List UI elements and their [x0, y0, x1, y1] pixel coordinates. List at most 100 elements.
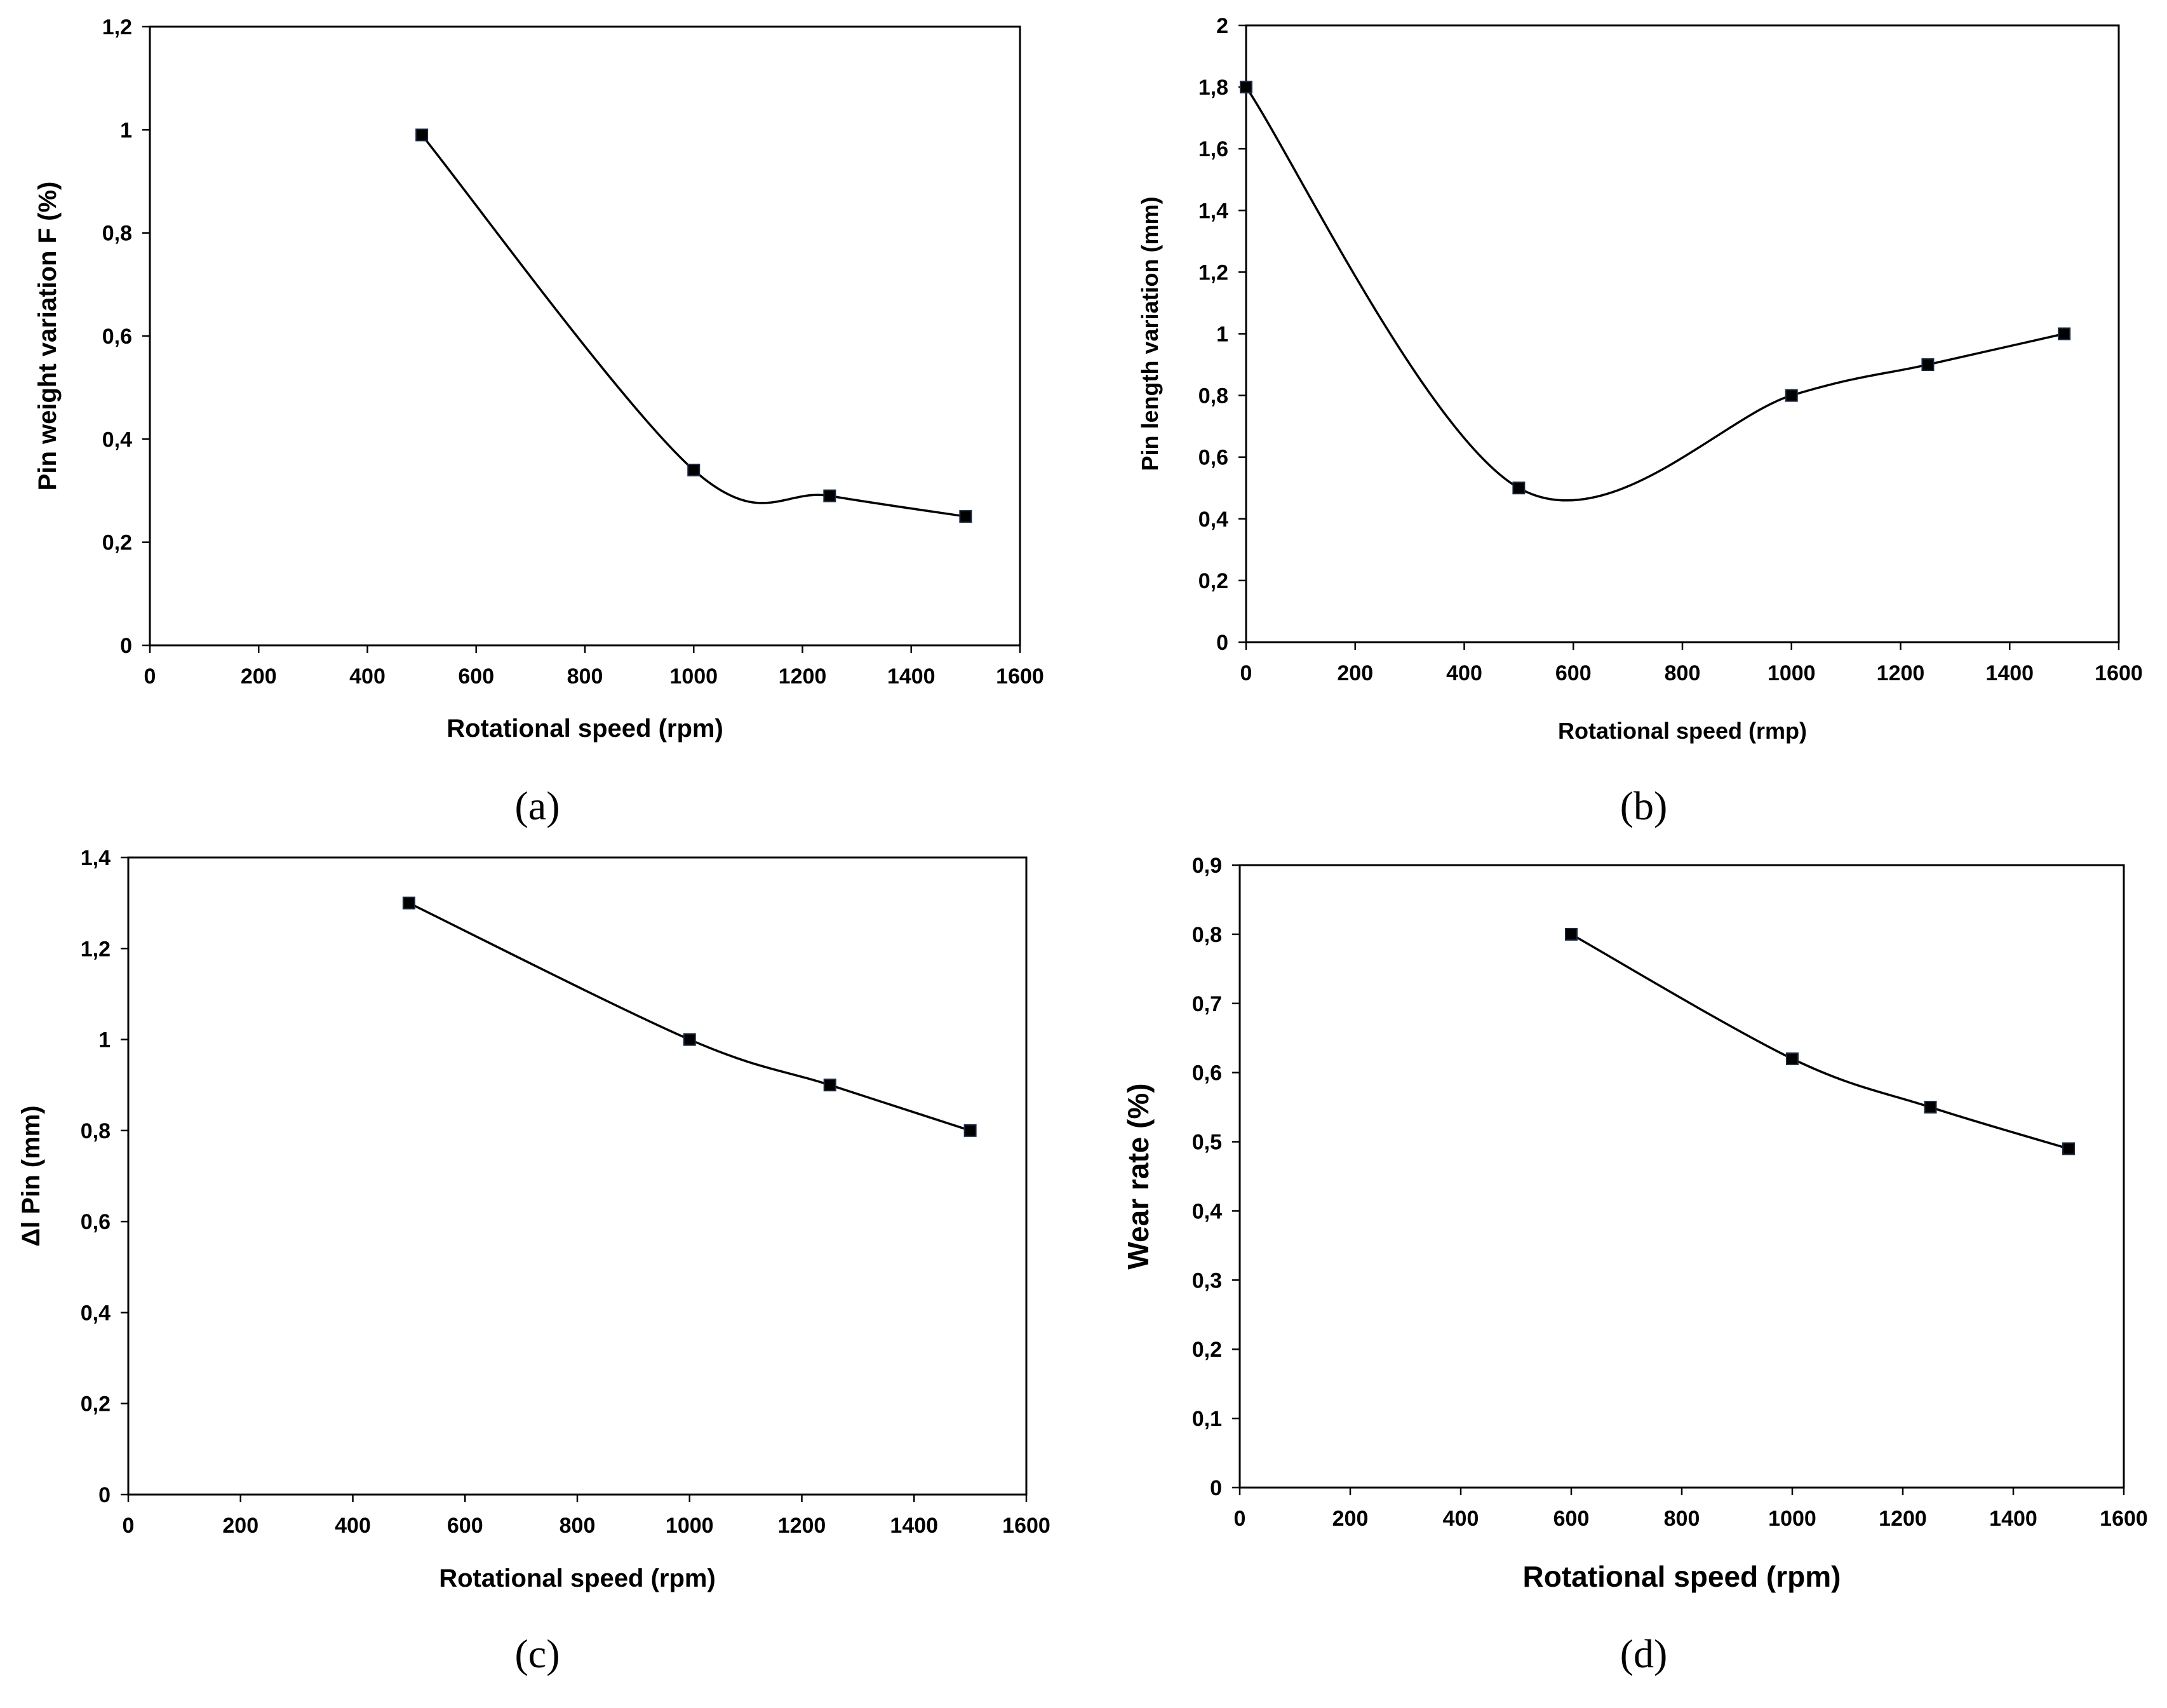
y-tick-label: 0,5 — [1192, 1131, 1222, 1155]
plot-area-frame — [1245, 24, 2120, 643]
data-point-marker — [1512, 481, 1526, 495]
x-tick-label: 0 — [1234, 1507, 1246, 1531]
x-tick-label: 400 — [335, 1514, 371, 1538]
data-point-marker — [415, 128, 429, 142]
data-point-marker — [959, 510, 972, 523]
x-tick-label: 200 — [241, 664, 277, 689]
y-tick-label: 0,1 — [1192, 1407, 1222, 1431]
data-point-marker — [683, 1033, 696, 1046]
panel-caption: (b) — [1620, 783, 1668, 828]
x-tick-label: 800 — [1665, 661, 1701, 685]
x-axis-title: Rotational speed (rpm) — [439, 1564, 716, 1592]
y-tick-label: 0 — [1210, 1476, 1222, 1500]
x-tick-label: 200 — [222, 1514, 258, 1538]
x-tick-label: 1400 — [1985, 661, 2034, 685]
x-tick-label: 800 — [560, 1514, 596, 1538]
x-tick-label: 200 — [1332, 1507, 1369, 1531]
x-tick-label: 1000 — [1768, 1507, 1816, 1531]
x-tick-label: 1200 — [778, 1514, 826, 1538]
x-tick-label: 200 — [1337, 661, 1373, 685]
y-tick-label: 0,8 — [1192, 923, 1222, 947]
y-tick-label: 0 — [1216, 631, 1228, 655]
x-tick-label: 0 — [1240, 661, 1252, 685]
x-axis-title: Rotational speed (rpm) — [1523, 1560, 1841, 1593]
data-point-marker — [1565, 927, 1578, 941]
y-tick-label: 1 — [120, 118, 132, 142]
data-point-marker — [1785, 389, 1798, 402]
x-tick-label: 400 — [1446, 661, 1482, 685]
panel-caption: (c) — [514, 1631, 560, 1676]
panel-caption: (a) — [514, 783, 560, 828]
chart-panel-c: 0 200 400 600 800 1000 1200 1400 1600 0 0,2 0,4 0,6 0… — [17, 846, 1050, 1676]
plot-area-frame — [1238, 864, 2125, 1489]
x-tick-label: 0 — [144, 664, 156, 689]
x-tick-label: 600 — [1555, 661, 1592, 685]
x-tick-label: 600 — [447, 1514, 483, 1538]
data-point-marker — [1921, 358, 1935, 372]
data-point-marker — [687, 464, 701, 477]
y-tick-label: 0,2 — [1192, 1338, 1222, 1362]
x-tick-label: 800 — [1664, 1507, 1700, 1531]
x-tick-label: 1400 — [1989, 1507, 2037, 1531]
data-point-marker — [2058, 327, 2071, 340]
x-tick-label: 400 — [349, 664, 386, 689]
data-point-marker — [1786, 1052, 1799, 1065]
x-tick-label: 1400 — [890, 1514, 938, 1538]
y-axis-title: Δl Pin (mm) — [17, 1105, 45, 1246]
series-line — [1571, 933, 2069, 1150]
y-tick-label: 1,8 — [1198, 76, 1228, 100]
x-tick-label: 1000 — [1768, 661, 1816, 685]
y-tick-label: 1,2 — [81, 937, 111, 961]
x-tick-label: 1600 — [996, 664, 1044, 689]
data-point-marker — [823, 1079, 836, 1092]
x-tick-label: 1000 — [666, 1514, 714, 1538]
x-tick-label: 800 — [567, 664, 603, 689]
y-tick-label: 0,6 — [1198, 446, 1228, 470]
y-tick-label: 0,4 — [102, 427, 132, 452]
y-tick-label: 0,8 — [102, 222, 132, 246]
x-tick-label: 400 — [1443, 1507, 1479, 1531]
y-tick-label: 2 — [1216, 14, 1228, 38]
y-tick-label: 0,4 — [1198, 508, 1228, 532]
y-tick-label: 0,4 — [1192, 1199, 1222, 1223]
x-tick-label: 1200 — [779, 664, 827, 689]
y-tick-label: 0,9 — [1192, 854, 1222, 878]
series-line — [420, 134, 966, 518]
x-axis-title: Rotational speed (rpm) — [446, 715, 723, 743]
y-tick-label: 1 — [1216, 323, 1228, 347]
x-tick-label: 1600 — [1002, 1514, 1050, 1538]
plot-area-frame — [127, 856, 1028, 1496]
x-axis-title: Rotational speed (rmp) — [1558, 718, 1807, 744]
y-tick-label: 1,6 — [1198, 137, 1228, 161]
y-tick-label: 0,6 — [81, 1210, 111, 1234]
y-tick-label: 0,6 — [102, 325, 132, 349]
y-tick-label: 0,4 — [81, 1301, 111, 1325]
y-tick-label: 1,4 — [1198, 199, 1228, 223]
y-tick-label: 0 — [98, 1483, 111, 1507]
x-tick-label: 1400 — [887, 664, 936, 689]
plot-area-frame — [149, 25, 1021, 647]
chart-panel-d: 0 200 400 600 800 1000 1200 1400 1600 0 0,1 0,2 0,3 0… — [1122, 854, 2148, 1676]
y-tick-label: 0,2 — [102, 531, 132, 555]
data-point-marker — [823, 489, 836, 502]
x-tick-label: 1600 — [2095, 661, 2143, 685]
y-tick-label: 1 — [98, 1028, 111, 1052]
x-tick-label: 1000 — [669, 664, 718, 689]
y-tick-label: 1,2 — [1198, 260, 1228, 285]
y-tick-label: 0 — [120, 634, 132, 658]
data-point-marker — [2062, 1142, 2075, 1155]
x-tick-label: 0 — [123, 1514, 135, 1538]
x-tick-label: 1200 — [1877, 661, 1925, 685]
chart-panel-a: 0 200 400 600 800 1000 1200 1400 1600 0 0,2 0,4 0,6 0… — [34, 15, 1044, 828]
data-point-marker — [963, 1124, 977, 1137]
y-tick-label: 1,4 — [81, 846, 111, 870]
data-point-marker — [402, 896, 415, 910]
y-tick-label: 0,7 — [1192, 992, 1222, 1016]
y-axis-title: Pin weight variation F (%) — [34, 182, 62, 491]
y-tick-label: 0,6 — [1192, 1061, 1222, 1086]
y-tick-label: 1,2 — [102, 15, 132, 39]
y-tick-label: 0,8 — [1198, 384, 1228, 408]
x-tick-label: 1600 — [2100, 1507, 2148, 1531]
series-line — [408, 902, 971, 1132]
